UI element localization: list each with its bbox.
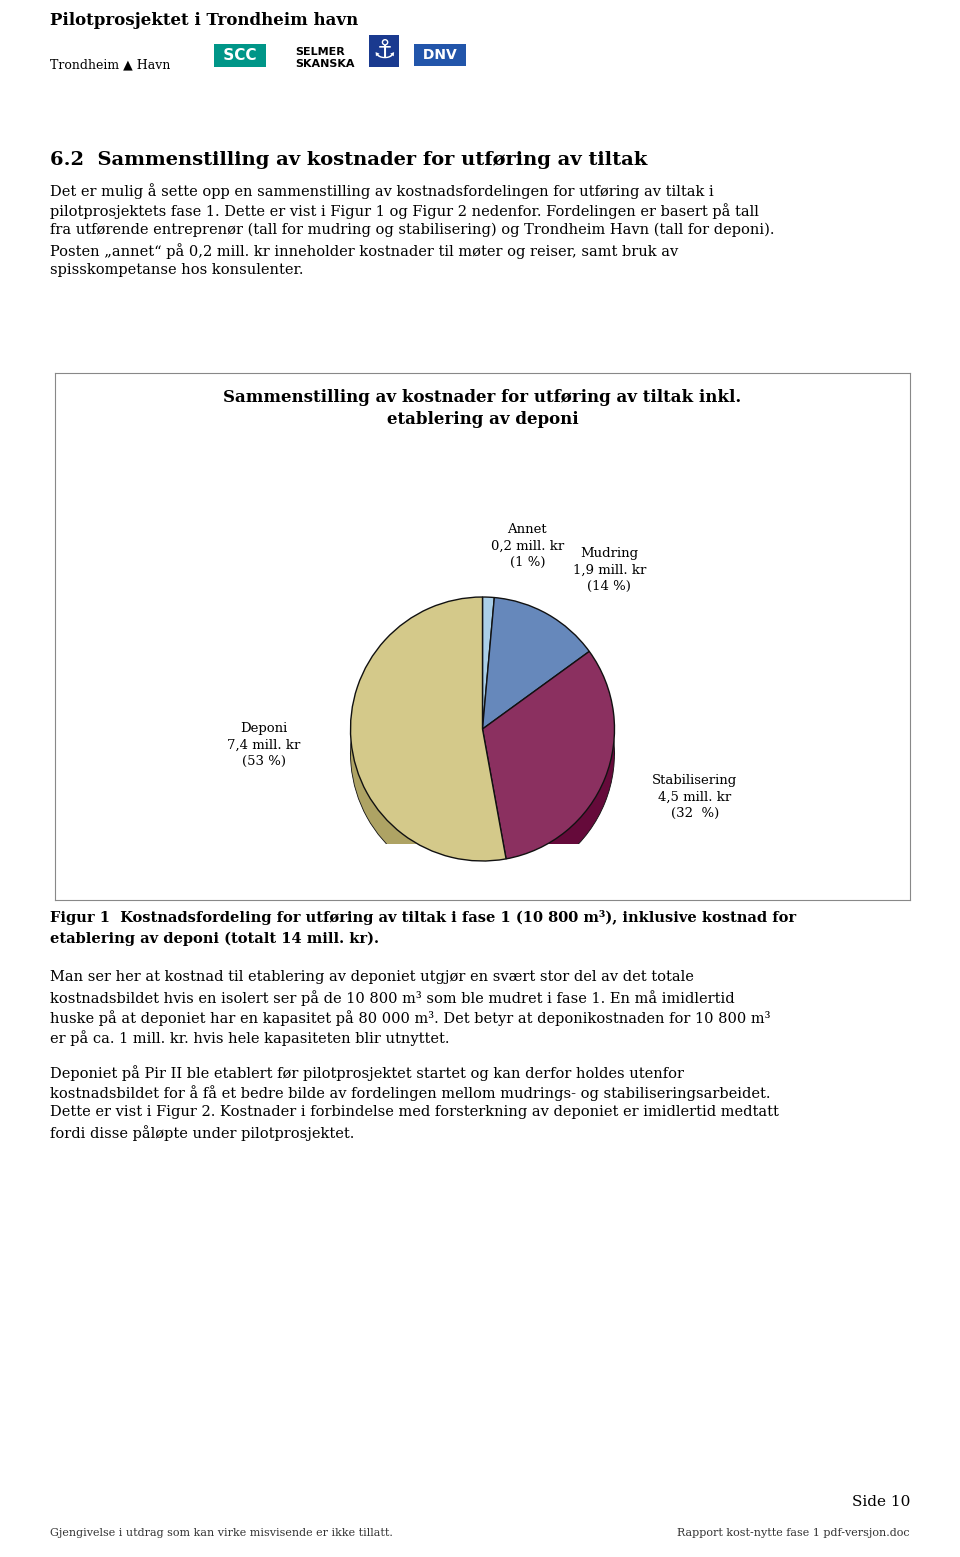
Text: Dette er vist i Figur 2. Kostnader i forbindelse med forsterkning av deponiet er: Dette er vist i Figur 2. Kostnader i for… — [50, 1105, 779, 1119]
Text: etablering av deponi (totalt 14 mill. kr).: etablering av deponi (totalt 14 mill. kr… — [50, 933, 379, 947]
Text: spisskompetanse hos konsulenter.: spisskompetanse hos konsulenter. — [50, 263, 303, 277]
Text: Side 10: Side 10 — [852, 1495, 910, 1509]
Text: 6.2  Sammenstilling av kostnader for utføring av tiltak: 6.2 Sammenstilling av kostnader for utfø… — [50, 151, 647, 170]
Wedge shape — [483, 621, 494, 754]
Text: Det er mulig å sette opp en sammenstilling av kostnadsfordelingen for utføring a: Det er mulig å sette opp en sammenstilli… — [50, 184, 713, 199]
Wedge shape — [483, 596, 494, 729]
Text: Man ser her at kostnad til etablering av deponiet utgjør en svært stor del av de: Man ser her at kostnad til etablering av… — [50, 970, 694, 984]
Text: SELMER
SKANSKA: SELMER SKANSKA — [295, 47, 354, 69]
Text: Deponiet på Pir II ble etablert før pilotprosjektet startet og kan derfor holdes: Deponiet på Pir II ble etablert før pilo… — [50, 1065, 684, 1081]
Text: er på ca. 1 mill. kr. hvis hele kapasiteten blir utnyttet.: er på ca. 1 mill. kr. hvis hele kapasite… — [50, 1031, 449, 1046]
Wedge shape — [483, 676, 614, 883]
Text: kostnadsbildet hvis en isolert ser på de 10 800 m³ som ble mudret i fase 1. En m: kostnadsbildet hvis en isolert ser på de… — [50, 990, 734, 1006]
Text: Mudring
1,9 mill. kr
(14 %): Mudring 1,9 mill. kr (14 %) — [573, 547, 646, 593]
Text: Pilotprosjektet i Trondheim havn: Pilotprosjektet i Trondheim havn — [50, 12, 358, 30]
Text: kostnadsbildet for å få et bedre bilde av fordelingen mellom mudrings- og stabil: kostnadsbildet for å få et bedre bilde a… — [50, 1085, 771, 1101]
Text: Figur 1  Kostnadsfordeling for utføring av tiltak i fase 1 (10 800 m³), inklusiv: Figur 1 Kostnadsfordeling for utføring a… — [50, 909, 796, 925]
Wedge shape — [483, 621, 589, 754]
Text: DNV: DNV — [418, 48, 462, 62]
Text: ⚓: ⚓ — [372, 37, 396, 64]
Text: fra utførende entreprenør (tall for mudring og stabilisering) og Trondheim Havn : fra utførende entreprenør (tall for mudr… — [50, 223, 775, 237]
Text: Trondheim ▲ Havn: Trondheim ▲ Havn — [50, 58, 170, 72]
Text: Annet
0,2 mill. kr
(1 %): Annet 0,2 mill. kr (1 %) — [491, 523, 564, 570]
Wedge shape — [350, 621, 506, 886]
Text: fordi disse påløpte under pilotprosjektet.: fordi disse påløpte under pilotprosjekte… — [50, 1126, 354, 1141]
Text: Gjengivelse i utdrag som kan virke misvisende er ikke tillatt.: Gjengivelse i utdrag som kan virke misvi… — [50, 1527, 393, 1538]
Text: Rapport kost-nytte fase 1 pdf-versjon.doc: Rapport kost-nytte fase 1 pdf-versjon.do… — [678, 1527, 910, 1538]
Text: pilotprosjektets fase 1. Dette er vist i Figur 1 og Figur 2 nedenfor. Fordelinge: pilotprosjektets fase 1. Dette er vist i… — [50, 202, 758, 220]
Text: Posten „annet“ på 0,2 mill. kr inneholder kostnader til møter og reiser, samt br: Posten „annet“ på 0,2 mill. kr inneholde… — [50, 243, 679, 258]
Ellipse shape — [350, 727, 614, 778]
Text: SCC: SCC — [218, 48, 262, 62]
Text: huske på at deponiet har en kapasitet på 80 000 m³. Det betyr at deponikostnaden: huske på at deponiet har en kapasitet på… — [50, 1010, 771, 1026]
Wedge shape — [350, 596, 506, 861]
Text: Deponi
7,4 mill. kr
(53 %): Deponi 7,4 mill. kr (53 %) — [228, 722, 300, 769]
Text: Stabilisering
4,5 mill. kr
(32  %): Stabilisering 4,5 mill. kr (32 %) — [652, 774, 737, 821]
Wedge shape — [483, 651, 614, 859]
Text: Sammenstilling av kostnader for utføring av tiltak inkl.
etablering av deponi: Sammenstilling av kostnader for utføring… — [224, 389, 742, 428]
Wedge shape — [483, 598, 589, 729]
